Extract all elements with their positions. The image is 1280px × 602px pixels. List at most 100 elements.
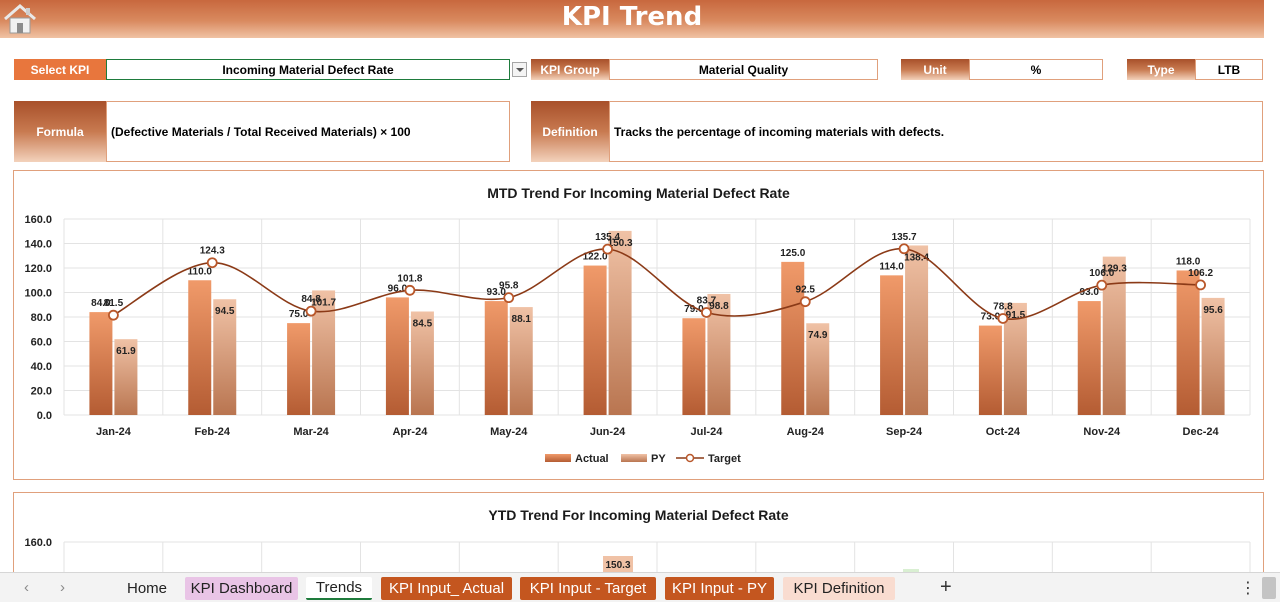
actual-data-label: 122.0 [583, 252, 608, 263]
target-data-label: 101.8 [397, 273, 422, 284]
target-data-label: 92.5 [796, 285, 816, 296]
target-point [997, 313, 1009, 324]
legend-py-swatch [621, 454, 647, 462]
definition-value: Tracks the percentage of incoming materi… [609, 101, 1263, 162]
target-point [701, 307, 712, 318]
py-bar [312, 290, 336, 415]
add-sheet-icon[interactable]: + [940, 576, 952, 598]
actual-bar [89, 312, 113, 415]
py-bar [707, 293, 731, 415]
actual-bar [484, 301, 508, 415]
py-data-label: 88.1 [512, 314, 532, 325]
target-data-label: 83.7 [697, 295, 717, 306]
py-bar [1003, 302, 1027, 415]
y-tick-label: 60.0 [31, 337, 52, 349]
x-tick-label: Sep-24 [886, 426, 923, 438]
py-data-label: 101.7 [311, 297, 336, 308]
ytd-chart[interactable]: YTD Trend For Incoming Material Defect R… [13, 492, 1264, 582]
actual-data-label: 96.0 [388, 283, 408, 294]
target-data-label: 81.5 [104, 298, 124, 309]
x-tick-label: Mar-24 [293, 426, 329, 438]
py-data-label: 84.5 [413, 318, 433, 329]
x-tick-label: Jul-24 [691, 426, 724, 438]
target-data-label: 84.8 [301, 294, 321, 305]
actual-bar [1176, 270, 1200, 415]
x-tick-label: May-24 [490, 426, 528, 438]
py-data-label: 98.8 [709, 301, 729, 312]
py-data-label: 95.6 [1203, 305, 1223, 316]
select-kpi-dropdown[interactable]: Incoming Material Defect Rate [106, 59, 510, 80]
target-data-label: 95.8 [499, 281, 519, 292]
legend-actual-swatch [545, 454, 571, 462]
formula-label: Formula [14, 101, 106, 162]
tab-kpi-input-py[interactable]: KPI Input - PY [665, 577, 774, 600]
py-data-label: 150.3 [608, 238, 633, 249]
target-data-label: 106.2 [1188, 268, 1213, 279]
unit-label: Unit [901, 59, 969, 80]
tab-kpi-definition[interactable]: KPI Definition [783, 577, 895, 600]
actual-data-label: 75.0 [289, 309, 309, 320]
target-point [503, 292, 515, 304]
py-bar [806, 323, 830, 415]
scrollbar-thumb[interactable] [1262, 577, 1276, 599]
definition-label: Definition [531, 101, 609, 162]
type-value: LTB [1195, 59, 1263, 80]
py-data-label: 129.3 [1102, 264, 1127, 275]
y-tick-label: 140.0 [24, 239, 52, 251]
chevron-down-icon[interactable] [512, 62, 527, 77]
formula-value: (Defective Materials / Total Received Ma… [106, 101, 510, 162]
py-data-label: 74.9 [808, 330, 828, 341]
x-tick-label: Apr-24 [392, 426, 428, 438]
tab-next-icon[interactable]: › [60, 579, 65, 596]
ytd-chart-plot: 160.0 150.3 [24, 537, 1251, 573]
target-data-label: 135.7 [892, 232, 917, 243]
py-data-label: 138.4 [904, 252, 929, 263]
tab-kpi-dashboard[interactable]: KPI Dashboard [185, 577, 298, 600]
y-tick-label: 40.0 [31, 361, 52, 373]
actual-bar [188, 280, 212, 415]
sheet-tab-bar: ‹ › Home KPI Dashboard Trends KPI Input_… [0, 572, 1280, 602]
ytd-bar-partial [603, 556, 633, 573]
tab-kpi-input-actual[interactable]: KPI Input_ Actual [381, 577, 512, 600]
actual-data-label: 118.0 [1176, 256, 1201, 267]
legend-target-marker [685, 453, 695, 463]
target-point [1195, 279, 1206, 291]
ytd-data-label: 150.3 [605, 560, 630, 571]
tab-kpi-input-target[interactable]: KPI Input - Target [520, 577, 656, 600]
mtd-chart-plot: 0.0 20.0 40.0 60.0 80.0 100.0 120.0 140.0 160.0 8… [24, 214, 1251, 465]
target-point [206, 257, 218, 269]
x-tick-label: Jun-24 [590, 426, 626, 438]
x-tick-label: Jan-24 [96, 426, 132, 438]
select-kpi-label: Select KPI [14, 59, 106, 80]
actual-bar [583, 265, 607, 415]
py-bar [410, 311, 434, 415]
target-data-label: 135.4 [595, 232, 620, 243]
actual-data-label: 73.0 [981, 312, 1001, 323]
home-icon[interactable] [2, 2, 38, 36]
target-point [305, 305, 317, 317]
target-point [108, 309, 119, 321]
page-title: KPI Trend [561, 2, 703, 32]
more-options-icon[interactable]: ⋮ [1240, 580, 1256, 597]
actual-data-label: 84.0 [91, 298, 111, 309]
target-point [602, 243, 613, 255]
ytd-ytick: 160.0 [24, 537, 52, 549]
actual-data-label: 114.0 [879, 261, 904, 272]
actual-data-label: 93.0 [487, 287, 507, 298]
x-tick-label: Nov-24 [1083, 426, 1121, 438]
py-data-label: 61.9 [116, 346, 136, 357]
actual-bar [1077, 301, 1101, 415]
legend-actual-label: Actual [575, 453, 609, 465]
ytd-bar-partial-green [903, 569, 919, 573]
actual-bar [978, 325, 1002, 415]
y-tick-label: 120.0 [24, 263, 52, 275]
tab-prev-icon[interactable]: ‹ [24, 579, 29, 596]
x-tick-label: Aug-24 [787, 426, 825, 438]
target-point [404, 284, 416, 296]
tab-home[interactable]: Home [126, 580, 167, 597]
target-data-label: 124.3 [200, 246, 225, 257]
y-tick-label: 80.0 [31, 312, 52, 324]
y-tick-label: 20.0 [31, 386, 52, 398]
tab-trends[interactable]: Trends [306, 577, 372, 600]
mtd-chart[interactable]: MTD Trend For Incoming Material Defect R… [13, 170, 1264, 480]
